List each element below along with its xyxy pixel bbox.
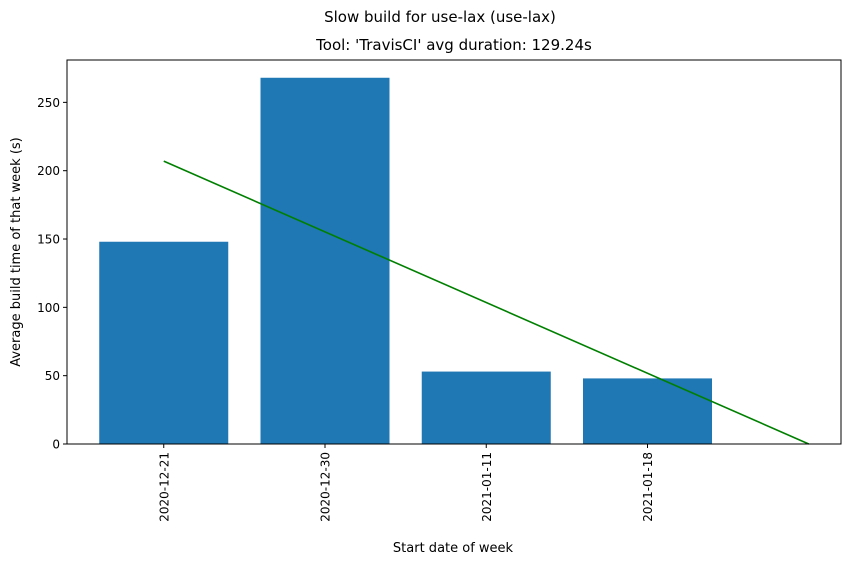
plot-frame bbox=[66, 59, 842, 445]
bar-2020-12-21 bbox=[99, 241, 229, 444]
chart-title: Tool: 'TravisCI' avg duration: 129.24s bbox=[316, 36, 592, 54]
y-tick-label-100: 100 bbox=[37, 301, 60, 315]
trend-line bbox=[163, 160, 810, 445]
y-tick-label-250: 250 bbox=[37, 96, 60, 110]
x-tick-label-2020-12-21: 2020-12-21 bbox=[157, 452, 171, 522]
y-tick-label-150: 150 bbox=[37, 233, 60, 247]
y-tick-label-50: 50 bbox=[45, 369, 60, 383]
bar-2021-01-11 bbox=[421, 371, 551, 444]
bars-group bbox=[99, 77, 712, 444]
chart-suptitle: Slow build for use-lax (use-lax) bbox=[324, 8, 556, 26]
trend-line-group bbox=[163, 160, 810, 445]
x-tick-label-2020-12-30: 2020-12-30 bbox=[319, 452, 333, 522]
x-axis-label: Start date of week bbox=[393, 541, 514, 556]
bar-2020-12-30 bbox=[260, 77, 390, 444]
bar-2021-01-18 bbox=[583, 378, 712, 444]
y-tick-label-0: 0 bbox=[52, 438, 60, 452]
x-axis: 2020-12-21 2020-12-30 2021-01-11 2021-01-18 bbox=[157, 444, 655, 522]
x-tick-label-2021-01-11: 2021-01-11 bbox=[480, 452, 494, 522]
x-tick-label-2021-01-18: 2021-01-18 bbox=[641, 452, 655, 522]
y-axis-label: Average build time of that week (s) bbox=[9, 137, 24, 367]
y-tick-label-200: 200 bbox=[37, 164, 60, 178]
y-axis: 0 50 100 150 200 250 bbox=[37, 96, 67, 452]
